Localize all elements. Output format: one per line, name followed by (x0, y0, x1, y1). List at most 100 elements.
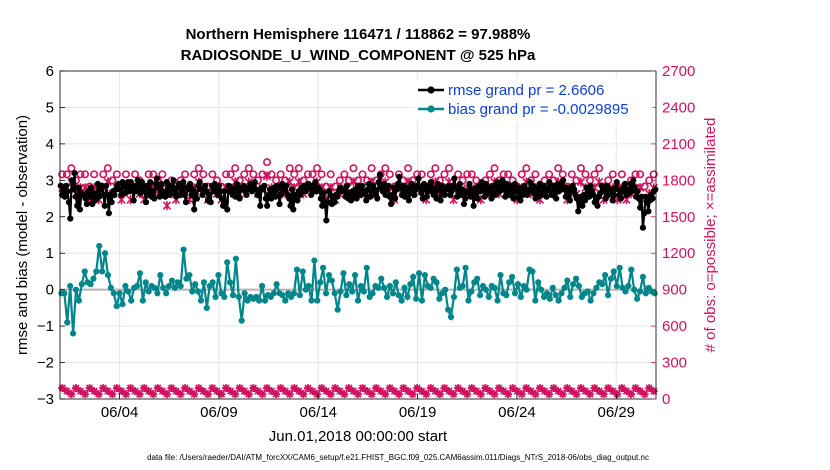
bias-point (194, 288, 202, 295)
rmse-point (69, 186, 77, 193)
obs-low-marker (199, 387, 208, 396)
rmse-point (401, 193, 408, 200)
obs-possible-marker (522, 164, 531, 173)
rmse-point (617, 195, 625, 202)
bias-point (90, 275, 97, 282)
bias-point (168, 277, 176, 284)
chart-subtitle: RADIOSONDE_U_WIND_COMPONENT @ 525 hPa (181, 47, 536, 64)
rmse-point (459, 186, 466, 193)
bias-point (104, 271, 112, 279)
right-tick-label: 900 (662, 282, 687, 299)
rmse-point (571, 186, 578, 193)
rmse-point (387, 200, 395, 208)
obs-low-marker (103, 387, 112, 396)
obs-low-marker (340, 390, 349, 399)
rmse-point (221, 188, 228, 195)
bias-point (514, 281, 522, 288)
rmse-point (240, 182, 247, 189)
rmse-point (564, 184, 571, 191)
obs-possible-marker (381, 164, 390, 173)
obs-low-marker (181, 384, 190, 393)
obs-low-marker (435, 390, 444, 399)
obs-possible-marker (385, 170, 394, 179)
rmse-point (537, 191, 545, 199)
bias-point (349, 288, 356, 295)
obs-low-marker (490, 390, 499, 399)
obs-assimilated-marker (262, 171, 272, 181)
rmse-point (460, 200, 468, 208)
bias-point (511, 290, 519, 297)
obs-low-marker (62, 387, 71, 396)
bias-point (189, 288, 196, 295)
rmse-point (341, 188, 348, 195)
rmse-point (202, 182, 209, 189)
rmse-point (466, 180, 473, 188)
obs-low-marker (226, 387, 235, 396)
obs-low-marker (531, 390, 540, 399)
rmse-point (517, 197, 524, 204)
obs-possible-marker (244, 164, 253, 173)
rmse-point (317, 195, 324, 202)
rmse-point (207, 199, 214, 206)
obs-low-marker (335, 387, 344, 396)
obs-low-marker (85, 384, 94, 393)
rmse-point (186, 180, 194, 188)
obs-possible-marker (290, 170, 299, 179)
bias-point (392, 279, 399, 286)
obs-low-marker (190, 390, 199, 399)
rmse-point (511, 180, 519, 188)
bias-point (305, 282, 312, 290)
rmse-point (359, 182, 366, 189)
left-axis-ticks: −3 −2 −1 0 1 2 3 4 5 6 (37, 63, 65, 408)
bias-point (235, 293, 242, 301)
rmse-point (191, 206, 198, 213)
bias-point (340, 270, 347, 277)
bias-point (116, 290, 123, 297)
bias-point (590, 290, 597, 297)
bias-point (587, 297, 594, 304)
bias-point (165, 282, 173, 290)
obs-possible-marker (199, 170, 208, 179)
obs-low-marker (549, 384, 558, 393)
bias-point (258, 282, 266, 290)
bias-point (75, 297, 82, 304)
obs-low-marker (408, 390, 417, 399)
obs-low-marker (244, 390, 253, 399)
bias-point (602, 271, 609, 279)
obs-possible-marker (308, 170, 317, 179)
obs-low-marker (176, 390, 185, 399)
rmse-point (196, 179, 203, 186)
y-axis-label: rmse and bias (model - observation) (14, 115, 31, 355)
bias-point (241, 290, 248, 297)
bias-point (386, 282, 394, 290)
obs-low-marker (440, 384, 449, 393)
obs-low-marker (517, 390, 526, 399)
obs-low-marker (167, 384, 176, 393)
bias-point (604, 292, 612, 299)
rmse-point (233, 180, 240, 188)
bias-point (375, 284, 382, 291)
bias-point (378, 275, 385, 282)
obs-possible-marker (417, 170, 426, 179)
rmse-point (367, 193, 374, 200)
obs-low-marker (358, 384, 367, 393)
rmse-point (634, 188, 641, 195)
rmse-point (108, 199, 115, 206)
obs-low-marker (153, 384, 162, 393)
bias-point (311, 257, 318, 264)
bias-point (418, 297, 426, 304)
obs-low-marker (481, 384, 490, 393)
bias-point (529, 268, 536, 275)
obs-possible-marker (617, 170, 626, 179)
obs-low-marker (112, 384, 121, 393)
obs-low-marker (326, 390, 335, 399)
plot-area (60, 71, 656, 399)
bias-point (555, 297, 562, 304)
obs-possible-marker (62, 170, 71, 179)
bias-point (474, 275, 481, 282)
obs-low-marker (317, 384, 326, 393)
obs-low-marker (367, 390, 376, 399)
rmse-point (71, 169, 78, 177)
rmse-point (437, 197, 444, 204)
